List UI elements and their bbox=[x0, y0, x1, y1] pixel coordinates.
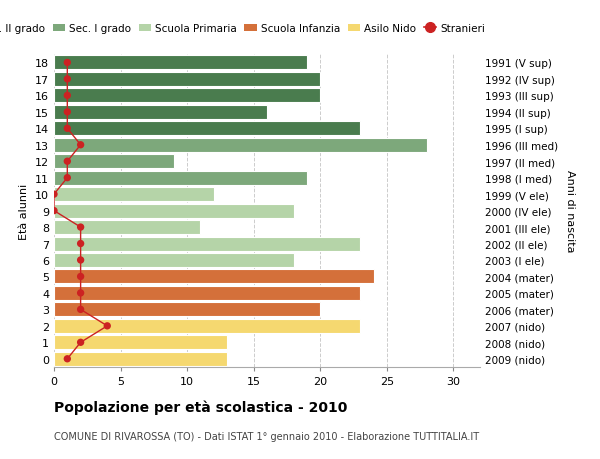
Y-axis label: Anni di nascita: Anni di nascita bbox=[565, 170, 575, 252]
Point bbox=[62, 76, 72, 84]
Bar bbox=[54, 73, 320, 87]
Bar bbox=[54, 122, 360, 136]
Bar bbox=[54, 303, 320, 317]
Bar bbox=[54, 253, 293, 268]
Bar bbox=[54, 56, 307, 70]
Bar bbox=[54, 319, 360, 333]
Bar bbox=[54, 155, 174, 169]
Point bbox=[76, 224, 85, 231]
Point bbox=[76, 339, 85, 346]
Point bbox=[76, 142, 85, 149]
Point bbox=[76, 290, 85, 297]
Point bbox=[76, 273, 85, 280]
Y-axis label: Età alunni: Età alunni bbox=[19, 183, 29, 239]
Bar bbox=[54, 221, 200, 235]
Bar bbox=[54, 188, 214, 202]
Text: COMUNE DI RIVAROSSA (TO) - Dati ISTAT 1° gennaio 2010 - Elaborazione TUTTITALIA.: COMUNE DI RIVAROSSA (TO) - Dati ISTAT 1°… bbox=[54, 431, 479, 442]
Bar bbox=[54, 336, 227, 350]
Point bbox=[62, 109, 72, 116]
Bar bbox=[54, 171, 307, 185]
Bar bbox=[54, 204, 293, 218]
Point bbox=[62, 355, 72, 363]
Text: Popolazione per età scolastica - 2010: Popolazione per età scolastica - 2010 bbox=[54, 399, 347, 414]
Bar bbox=[54, 352, 227, 366]
Point bbox=[62, 158, 72, 166]
Bar bbox=[54, 89, 320, 103]
Bar bbox=[54, 106, 267, 119]
Point bbox=[103, 323, 112, 330]
Bar bbox=[54, 286, 360, 300]
Bar bbox=[54, 139, 427, 152]
Legend: Sec. II grado, Sec. I grado, Scuola Primaria, Scuola Infanzia, Asilo Nido, Stran: Sec. II grado, Sec. I grado, Scuola Prim… bbox=[0, 20, 489, 38]
Point bbox=[76, 306, 85, 313]
Point bbox=[76, 241, 85, 248]
Point bbox=[62, 60, 72, 67]
Point bbox=[62, 92, 72, 100]
Bar bbox=[54, 237, 360, 251]
Point bbox=[49, 207, 59, 215]
Point bbox=[62, 125, 72, 133]
Point bbox=[76, 257, 85, 264]
Bar bbox=[54, 270, 373, 284]
Point bbox=[62, 174, 72, 182]
Point bbox=[49, 191, 59, 198]
